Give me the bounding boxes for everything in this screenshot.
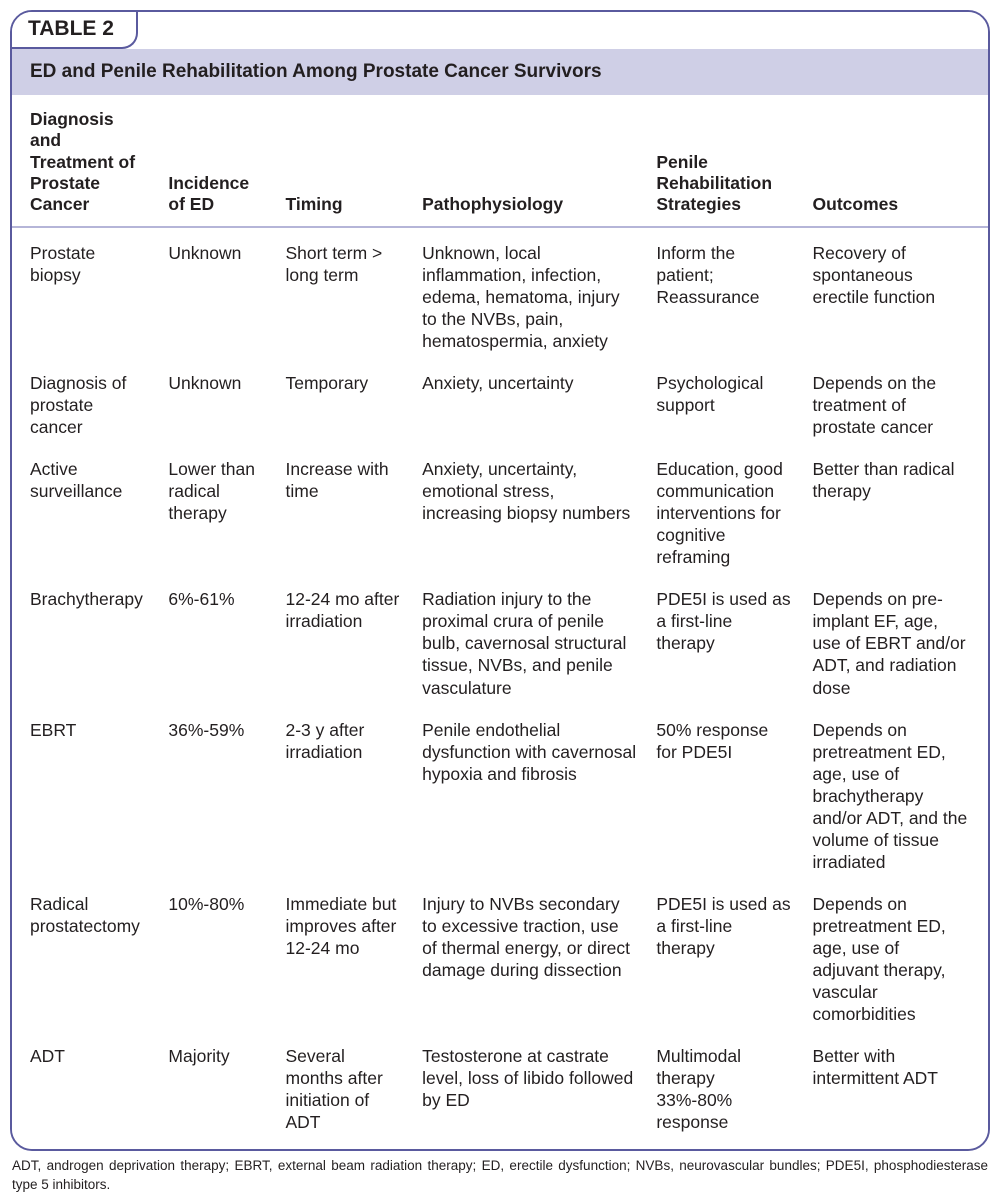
table-container: TABLE 2 ED and Penile Rehabilitation Amo… [10, 10, 990, 1151]
cell-diagnosis: Diagnosis of prostate cancer [12, 362, 158, 448]
cell-diagnosis: Brachytherapy [12, 578, 158, 708]
cell-incidence: Unknown [158, 362, 275, 448]
cell-diagnosis: Active surveillance [12, 448, 158, 578]
header-row: Diagnosis and Treatment of Prostate Canc… [12, 95, 988, 227]
cell-incidence: 6%-61% [158, 578, 275, 708]
cell-strategies: Inform the patient; Reassurance [646, 227, 802, 362]
col-header-incidence: Incidence of ED [158, 95, 275, 227]
cell-strategies: PDE5I is used as a first-line therapy [646, 883, 802, 1035]
table-row: Prostate biopsyUnknownShort term > long … [12, 227, 988, 362]
table-head: Diagnosis and Treatment of Prostate Canc… [12, 95, 988, 227]
cell-outcomes: Depends on pretreatment ED, age, use of … [803, 883, 988, 1035]
cell-outcomes: Better with intermittent ADT [803, 1035, 988, 1149]
cell-outcomes: Better than radical therapy [803, 448, 988, 578]
cell-pathophysiology: Anxiety, uncertainty, emotional stress, … [412, 448, 646, 578]
cell-timing: 12-24 mo after irradiation [276, 578, 413, 708]
table-row: ADTMajoritySeveral months after initiati… [12, 1035, 988, 1149]
cell-strategies: Education, good communication interventi… [646, 448, 802, 578]
cell-strategies: 50% response for PDE5I [646, 709, 802, 883]
cell-diagnosis: ADT [12, 1035, 158, 1149]
cell-strategies: Multimodal therapy 33%-80% response [646, 1035, 802, 1149]
cell-incidence: Lower than radical therapy [158, 448, 275, 578]
cell-outcomes: Depends on pretreatment ED, age, use of … [803, 709, 988, 883]
cell-timing: 2-3 y after irradiation [276, 709, 413, 883]
cell-timing: Immediate but improves after 12-24 mo [276, 883, 413, 1035]
cell-diagnosis: EBRT [12, 709, 158, 883]
tab-row: TABLE 2 [12, 12, 988, 49]
cell-timing: Temporary [276, 362, 413, 448]
table-body: Prostate biopsyUnknownShort term > long … [12, 227, 988, 1150]
cell-strategies: Psychological support [646, 362, 802, 448]
cell-incidence: 10%-80% [158, 883, 275, 1035]
table-number-tab: TABLE 2 [10, 10, 138, 49]
table-row: Radical prostatectomy10%-80%Immediate bu… [12, 883, 988, 1035]
table-title: ED and Penile Rehabilitation Among Prost… [12, 49, 988, 95]
cell-pathophysiology: Injury to NVBs secondary to excessive tr… [412, 883, 646, 1035]
cell-pathophysiology: Testosterone at castrate level, loss of … [412, 1035, 646, 1149]
col-header-strategies: Penile Rehabilitation Strategies [646, 95, 802, 227]
cell-incidence: 36%-59% [158, 709, 275, 883]
cell-incidence: Majority [158, 1035, 275, 1149]
cell-timing: Short term > long term [276, 227, 413, 362]
table-row: Diagnosis of prostate cancerUnknownTempo… [12, 362, 988, 448]
cell-outcomes: Depends on pre-implant EF, age, use of E… [803, 578, 988, 708]
cell-outcomes: Depends on the treatment of prostate can… [803, 362, 988, 448]
col-header-pathophysiology: Pathophysiology [412, 95, 646, 227]
cell-timing: Increase with time [276, 448, 413, 578]
cell-outcomes: Recovery of spontaneous erectile functio… [803, 227, 988, 362]
table-row: Active surveillanceLower than radical th… [12, 448, 988, 578]
data-table: Diagnosis and Treatment of Prostate Canc… [12, 95, 988, 1149]
cell-pathophysiology: Penile endothelial dysfunction with cave… [412, 709, 646, 883]
cell-incidence: Unknown [158, 227, 275, 362]
cell-pathophysiology: Radiation injury to the proximal crura o… [412, 578, 646, 708]
cell-diagnosis: Prostate biopsy [12, 227, 158, 362]
col-header-diagnosis: Diagnosis and Treatment of Prostate Canc… [12, 95, 158, 227]
table-footnote: ADT, androgen deprivation therapy; EBRT,… [10, 1151, 990, 1193]
cell-pathophysiology: Unknown, local inflammation, infection, … [412, 227, 646, 362]
cell-timing: Several months after initiation of ADT [276, 1035, 413, 1149]
table-row: EBRT36%-59%2-3 y after irradiationPenile… [12, 709, 988, 883]
table-row: Brachytherapy6%-61%12-24 mo after irradi… [12, 578, 988, 708]
col-header-outcomes: Outcomes [803, 95, 988, 227]
cell-strategies: PDE5I is used as a first-line therapy [646, 578, 802, 708]
col-header-timing: Timing [276, 95, 413, 227]
cell-diagnosis: Radical prostatectomy [12, 883, 158, 1035]
cell-pathophysiology: Anxiety, uncertainty [412, 362, 646, 448]
